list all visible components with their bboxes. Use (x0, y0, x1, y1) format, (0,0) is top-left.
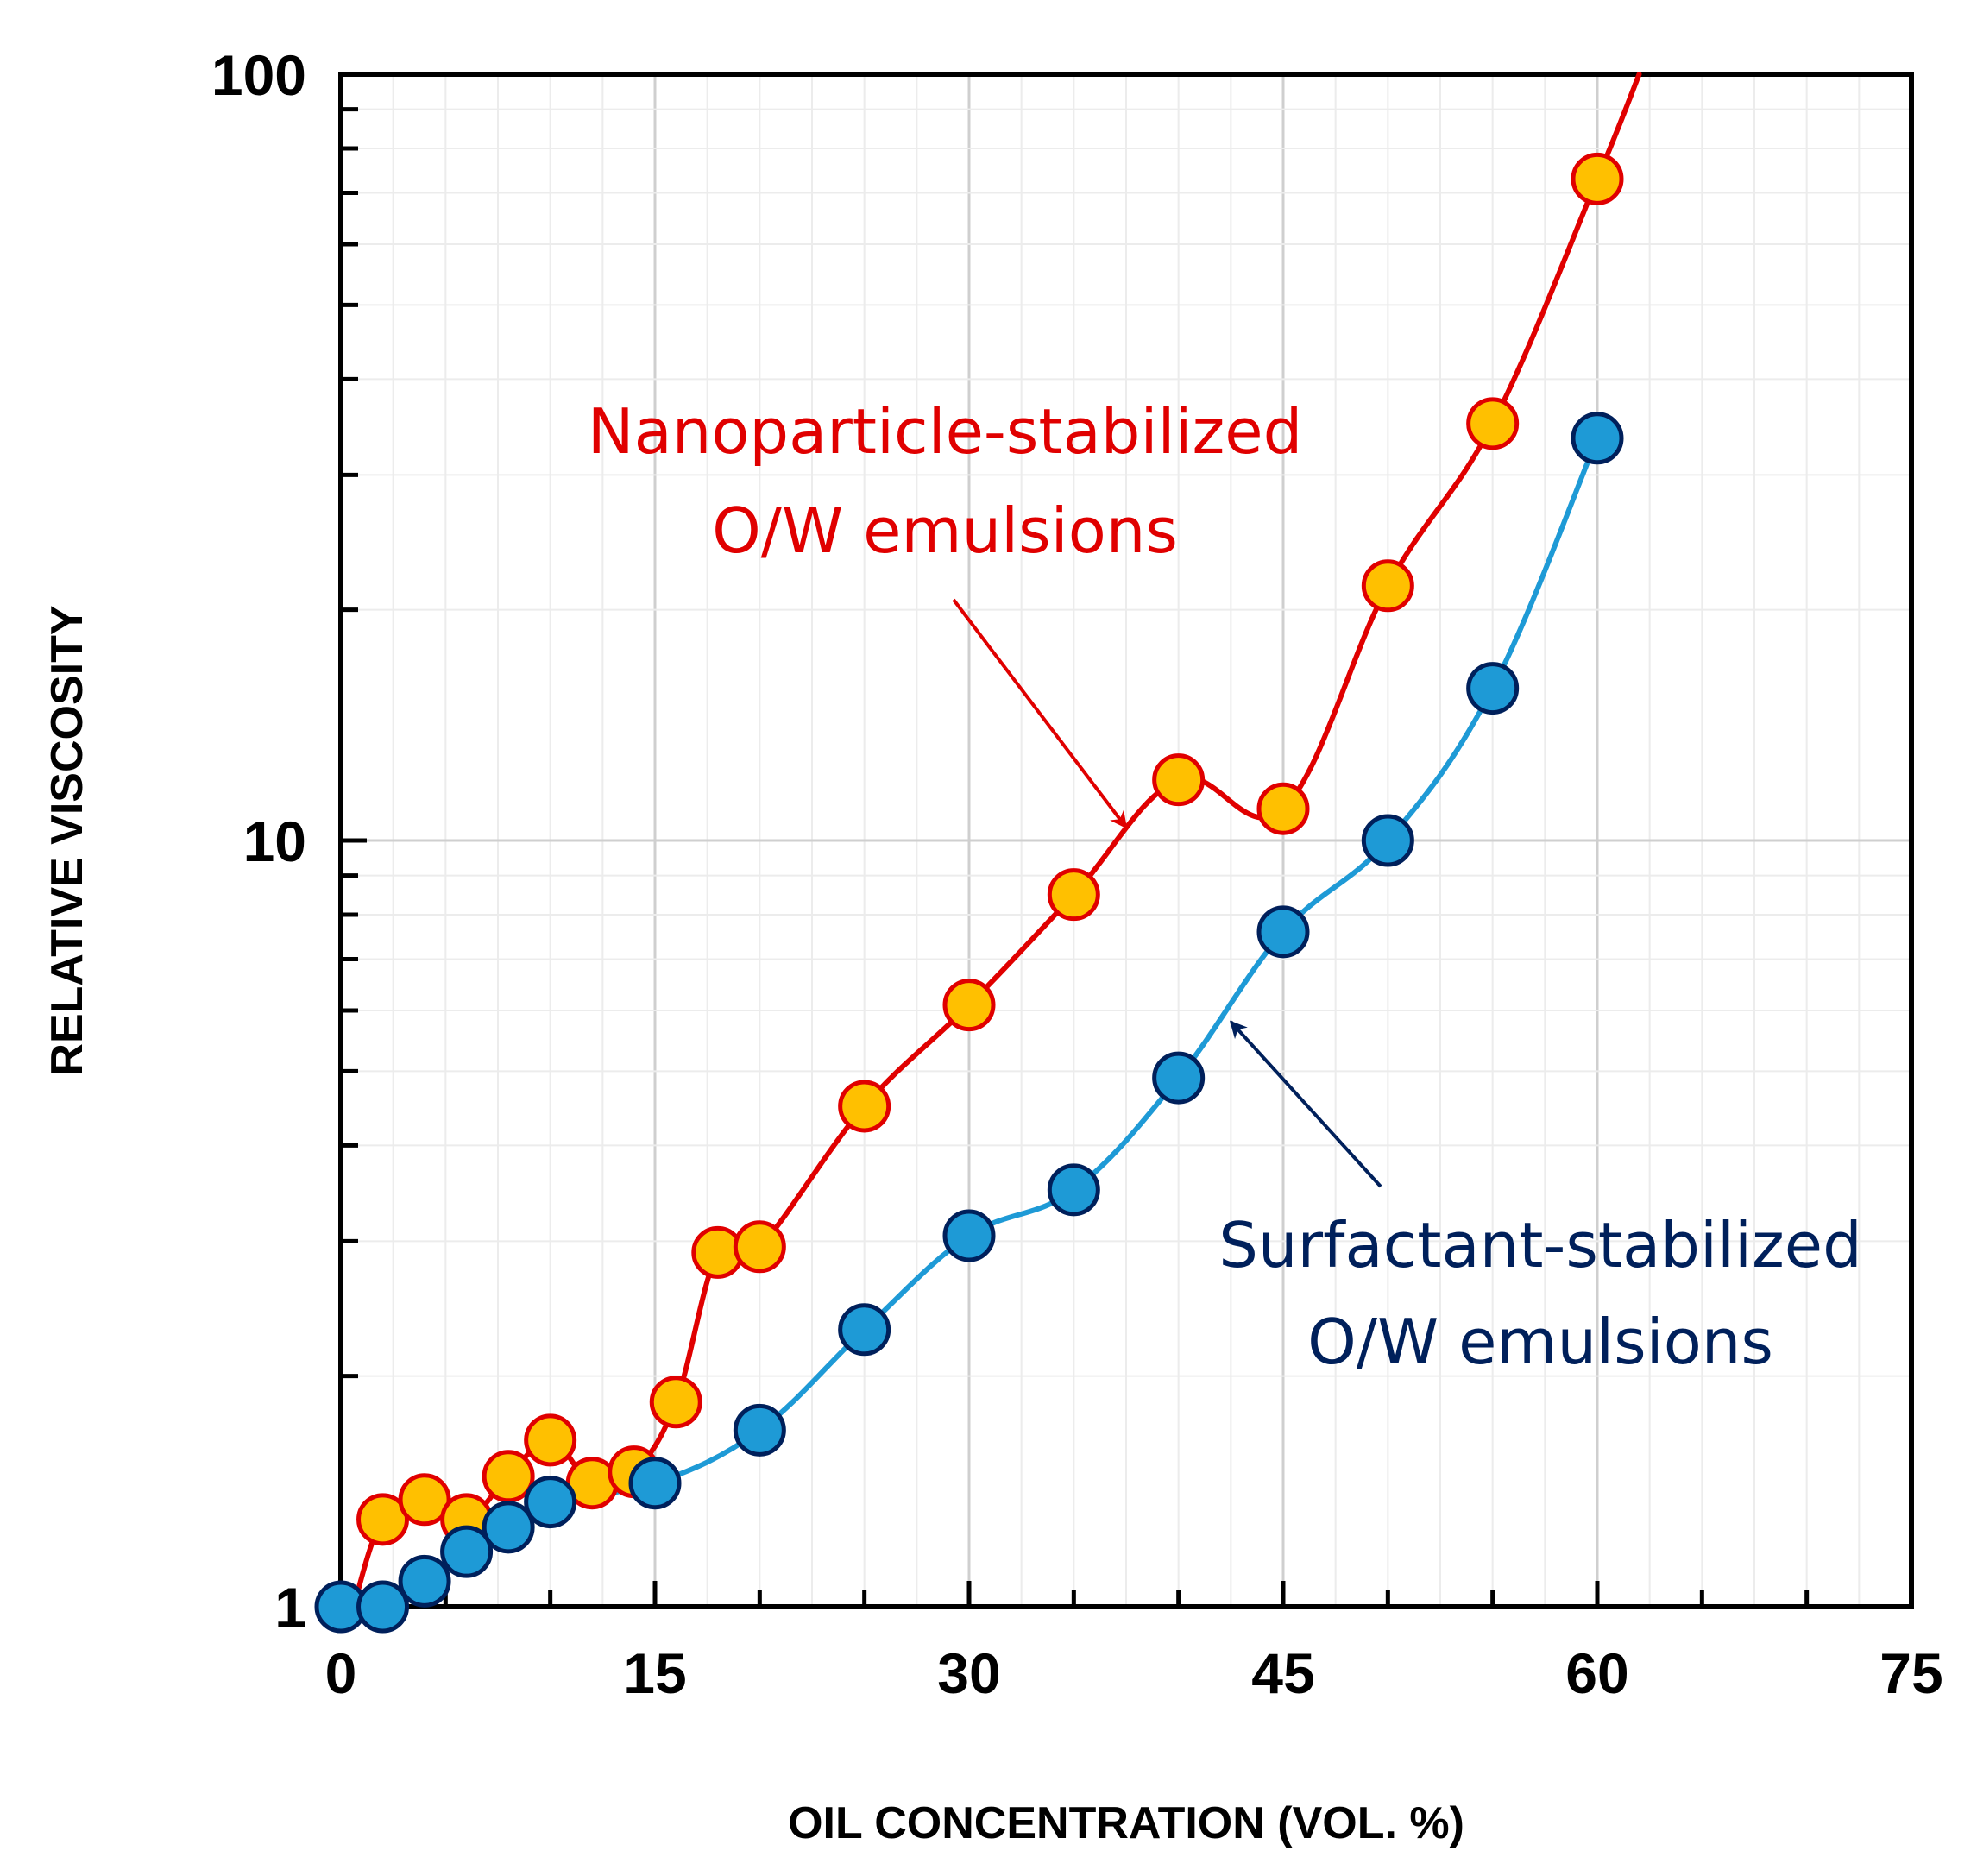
data-point-nanoparticle (398, 1473, 451, 1527)
data-point-surfactant (942, 1209, 996, 1262)
annotation-label: O/W emulsions (1307, 1306, 1773, 1378)
annotations: Nanoparticle-stabilized O/W emulsions Surf… (588, 395, 1862, 1378)
annotation-label: Nanoparticle-stabilized (588, 395, 1303, 468)
data-point-nanoparticle (942, 979, 996, 1032)
x-tick-label: 0 (325, 1641, 357, 1705)
data-point-nanoparticle (482, 1450, 535, 1503)
y-tick-label: 100 (211, 43, 306, 107)
x-tick-label: 75 (1879, 1641, 1942, 1705)
ticks (338, 107, 1914, 1609)
data-point-surfactant (482, 1501, 535, 1554)
data-point-surfactant (356, 1580, 410, 1634)
data-point-surfactant (440, 1525, 494, 1578)
data-point-nanoparticle (356, 1493, 410, 1546)
data-point-nanoparticle (1047, 868, 1100, 922)
data-point-surfactant (733, 1403, 786, 1457)
y-tick-label: 10 (243, 809, 306, 873)
data-point-surfactant (398, 1554, 451, 1608)
data-point-nanoparticle (1152, 753, 1206, 807)
series-points (314, 152, 1624, 1634)
data-point-surfactant (524, 1476, 577, 1529)
y-axis-title: RELATIVE VISCOSITY (42, 605, 92, 1075)
annotation-label: O/W emulsions (712, 494, 1178, 567)
annotation-arrow (952, 598, 1128, 829)
data-point-nanoparticle (1571, 152, 1624, 205)
data-point-surfactant (628, 1457, 682, 1510)
data-point-nanoparticle (733, 1220, 786, 1274)
data-point-surfactant (1466, 662, 1520, 715)
data-point-nanoparticle (1466, 397, 1520, 450)
annotation-arrow (1229, 1020, 1382, 1188)
data-point-surfactant (838, 1303, 891, 1357)
data-point-nanoparticle (1361, 559, 1414, 613)
data-point-nanoparticle (524, 1413, 577, 1467)
x-tick-label: 60 (1565, 1641, 1628, 1705)
data-point-nanoparticle (1256, 782, 1310, 835)
data-point-surfactant (1047, 1163, 1100, 1217)
data-point-nanoparticle (838, 1080, 891, 1133)
data-point-nanoparticle (649, 1376, 702, 1429)
y-tick-label: 1 (274, 1576, 306, 1640)
x-tick-label: 15 (623, 1641, 686, 1705)
x-tick-label: 30 (937, 1641, 1000, 1705)
x-axis-title: OIL CONCENTRATION (VOL. %) (788, 1798, 1464, 1848)
annotation-label: Surfactant-stabilized (1218, 1209, 1862, 1281)
x-tick-label: 45 (1251, 1641, 1314, 1705)
data-point-surfactant (1256, 905, 1310, 959)
data-point-surfactant (1361, 814, 1414, 867)
tick-labels: 0 15 30 45 60 75 1 10 100 (211, 43, 1943, 1705)
data-point-surfactant (1152, 1051, 1206, 1105)
data-point-surfactant (1571, 412, 1624, 465)
